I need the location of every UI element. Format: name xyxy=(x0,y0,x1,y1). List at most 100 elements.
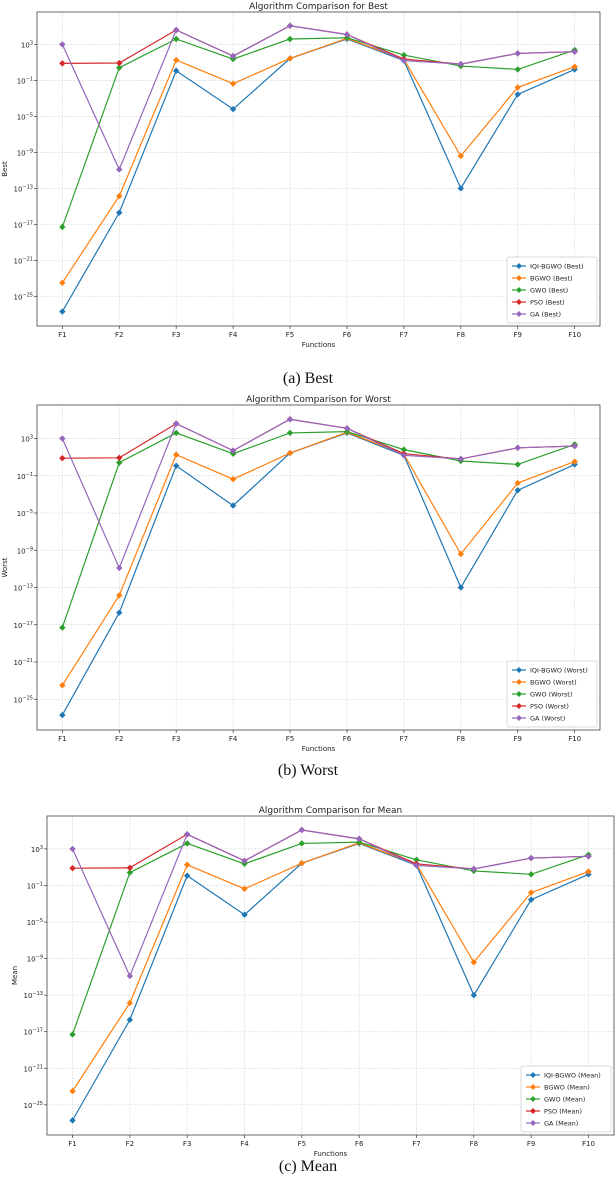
series-line xyxy=(61,431,575,628)
data-point xyxy=(126,972,134,980)
data-point xyxy=(585,868,592,875)
y-tick-label: 10−21 xyxy=(14,658,33,667)
x-tick-label: F6 xyxy=(343,735,352,743)
x-tick-label: F4 xyxy=(229,331,238,339)
series-line xyxy=(61,37,575,284)
y-tick-label: 103 xyxy=(31,845,43,854)
data-point xyxy=(116,564,123,572)
data-point xyxy=(457,60,465,68)
legend-marker xyxy=(530,1072,536,1078)
x-tick-label: F4 xyxy=(240,1140,249,1148)
legend-label: GA (Mean) xyxy=(544,1120,578,1128)
data-point xyxy=(172,56,180,64)
x-tick-label: F8 xyxy=(457,331,465,339)
data-point xyxy=(59,435,66,442)
data-point xyxy=(69,1087,76,1095)
data-point xyxy=(514,479,521,487)
data-point xyxy=(183,872,191,879)
data-point xyxy=(400,452,408,459)
data-point xyxy=(514,50,521,57)
x-tick-label: F3 xyxy=(183,1140,191,1148)
x-tick-label: F7 xyxy=(400,331,408,339)
data-point xyxy=(116,59,123,67)
y-tick-label: 10−17 xyxy=(24,1028,43,1037)
series-line xyxy=(71,829,589,978)
y-tick-label: 10−5 xyxy=(17,509,33,518)
legend-label: GWO (Worst) xyxy=(530,691,572,699)
x-tick-label: F9 xyxy=(513,331,521,339)
x-tick-label: F7 xyxy=(412,1140,420,1148)
x-axis-label: Functions xyxy=(302,341,336,349)
y-tick-label: 10−25 xyxy=(24,1101,43,1110)
legend-marker xyxy=(516,275,522,281)
x-axis-label: Functions xyxy=(302,745,336,753)
caption-mean: (c) Mean xyxy=(278,1158,338,1175)
x-tick-label: F2 xyxy=(115,331,123,339)
data-point xyxy=(343,428,351,435)
chart-best: Algorithm Comparison for Best F1 F2 F3 F4 F5 F… xyxy=(1,2,601,349)
y-tick-label: 10−13 xyxy=(24,991,43,1000)
series-line xyxy=(71,841,589,1035)
data-point xyxy=(585,853,592,860)
x-tick-label: F8 xyxy=(457,735,465,743)
series-line xyxy=(61,432,575,716)
data-point xyxy=(571,48,578,55)
legend-marker xyxy=(530,1108,536,1114)
x-tick-label: F6 xyxy=(343,331,352,339)
y-tick-label: 103 xyxy=(21,40,33,49)
data-point xyxy=(126,999,134,1007)
chart-worst: Algorithm Comparison for Worst F1 F2 F3 F4 F5… xyxy=(1,395,601,753)
data-point xyxy=(59,454,66,462)
series-line xyxy=(61,418,575,570)
series-line xyxy=(61,37,575,228)
data-point xyxy=(470,959,478,966)
y-tick-label: 103 xyxy=(21,435,33,444)
data-point xyxy=(59,41,66,48)
x-tick-label: F1 xyxy=(68,1140,76,1148)
y-tick-label: 10−13 xyxy=(14,584,33,593)
data-point xyxy=(514,84,521,91)
y-tick-label: 10−17 xyxy=(14,220,33,229)
y-tick-label: 10−13 xyxy=(14,184,33,193)
caption-worst: (b) Worst xyxy=(277,762,339,779)
y-tick-label: 10−1 xyxy=(17,76,33,85)
data-point xyxy=(298,840,306,847)
data-point xyxy=(126,1016,134,1024)
x-tick-label: F1 xyxy=(58,331,66,339)
y-tick-label: 10−5 xyxy=(17,112,33,121)
y-axis-label: Best xyxy=(1,161,9,177)
data-point xyxy=(241,857,248,864)
data-point xyxy=(457,550,465,558)
data-point xyxy=(69,864,76,872)
data-point xyxy=(69,845,76,853)
x-tick-label: F8 xyxy=(470,1140,478,1148)
legend-label: GWO (Mean) xyxy=(544,1096,585,1104)
legend-label: BGWO (Worst) xyxy=(530,679,577,687)
data-point xyxy=(116,209,123,216)
legend-label: GWO (Best) xyxy=(530,287,568,295)
x-axis-label: Functions xyxy=(314,1150,348,1158)
legend-label: GA (Best) xyxy=(530,311,561,319)
data-point xyxy=(470,991,478,999)
data-point xyxy=(343,34,351,41)
x-tick-label: F6 xyxy=(355,1140,364,1148)
legend-label: GA (Worst) xyxy=(530,715,565,723)
data-point xyxy=(571,442,578,450)
data-point xyxy=(229,52,237,60)
data-point xyxy=(571,63,578,70)
data-point xyxy=(116,192,123,200)
y-tick-label: 10−25 xyxy=(14,292,33,301)
data-point xyxy=(116,609,123,616)
data-point xyxy=(172,451,180,458)
data-point xyxy=(286,35,294,43)
data-point xyxy=(172,26,180,34)
data-point xyxy=(514,444,521,452)
y-tick-label: 10−9 xyxy=(17,546,33,555)
data-point xyxy=(400,51,408,59)
data-point xyxy=(69,1117,76,1124)
data-point xyxy=(59,308,66,315)
plot-frame xyxy=(46,815,615,1136)
legend-label: IQI-BGWO (Best) xyxy=(530,263,584,271)
data-point xyxy=(116,454,123,462)
